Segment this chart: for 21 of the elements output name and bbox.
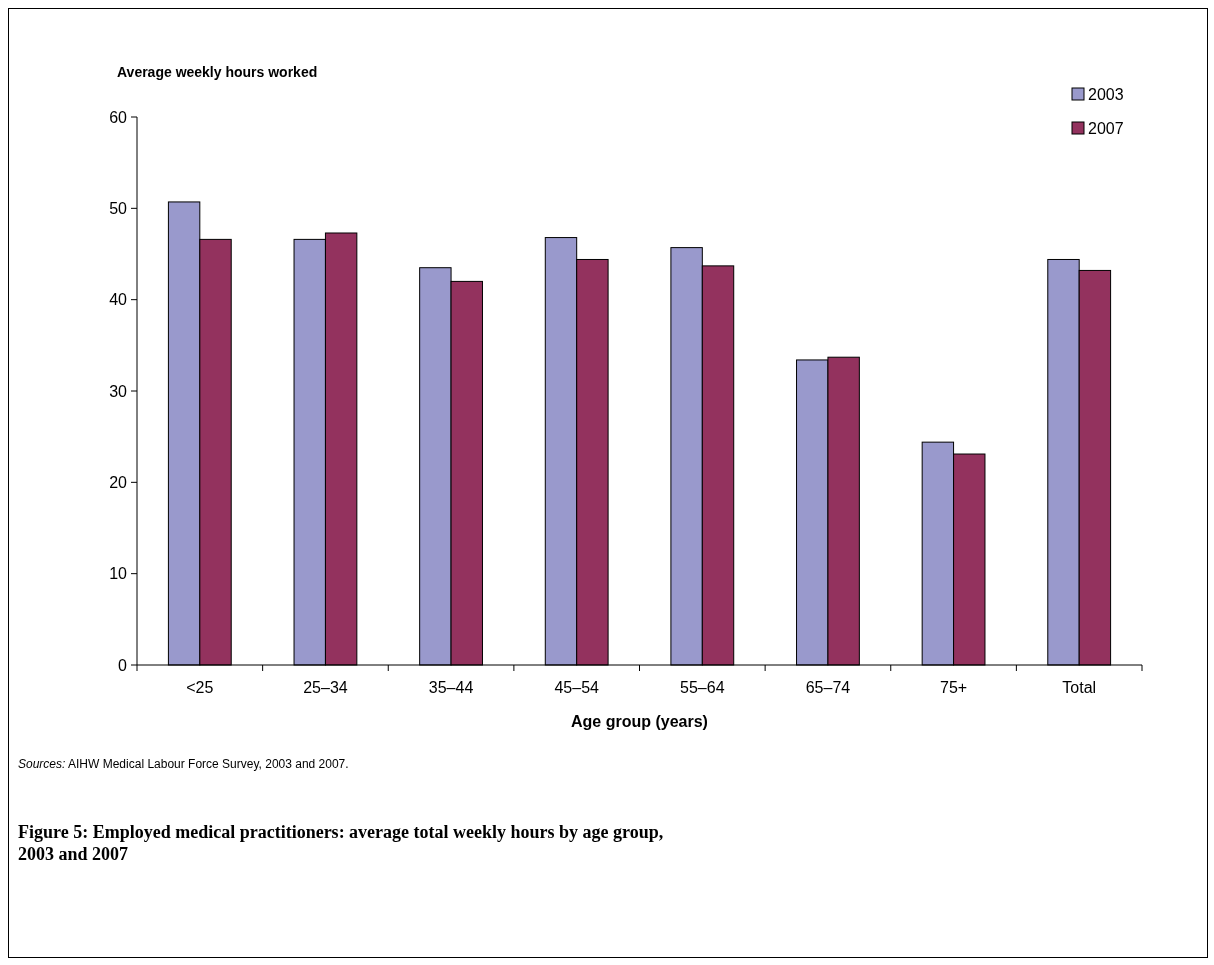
x-tick-label: 75+ <box>939 679 968 696</box>
y-axis-title: Average weekly hours worked <box>117 64 318 80</box>
x-tick-label: 25–34 <box>303 679 348 696</box>
y-tick-label: 50 <box>109 199 128 217</box>
y-tick-label: 10 <box>109 565 128 583</box>
x-tick-label: 55–64 <box>680 679 725 696</box>
text: Figure 5: Employed medical practitioners: average total weekly hours by age group, 2003 and 2007 <box>18 822 664 864</box>
x-tick-label: 65–74 <box>805 679 851 696</box>
x-tick-label: Total <box>1062 679 1097 696</box>
x-tick-label: <25 <box>186 679 214 696</box>
y-tick-label: 40 <box>109 291 128 309</box>
x-tick-label: 45–54 <box>554 679 600 696</box>
legend-label: 2003 <box>1088 85 1124 103</box>
y-tick-label: 20 <box>109 473 128 491</box>
source-note: Sources: AIHW Medical Labour Force Survey, 2003 and 2007. <box>18 757 349 771</box>
x-tick-label: 35–44 <box>428 679 474 696</box>
y-tick-label: 0 <box>118 656 128 674</box>
legend-label: 2007 <box>1088 119 1124 137</box>
x-axis-title: Age group (years) <box>571 713 708 730</box>
y-tick-label: 60 <box>109 108 128 126</box>
y-tick-label: 30 <box>109 382 128 400</box>
